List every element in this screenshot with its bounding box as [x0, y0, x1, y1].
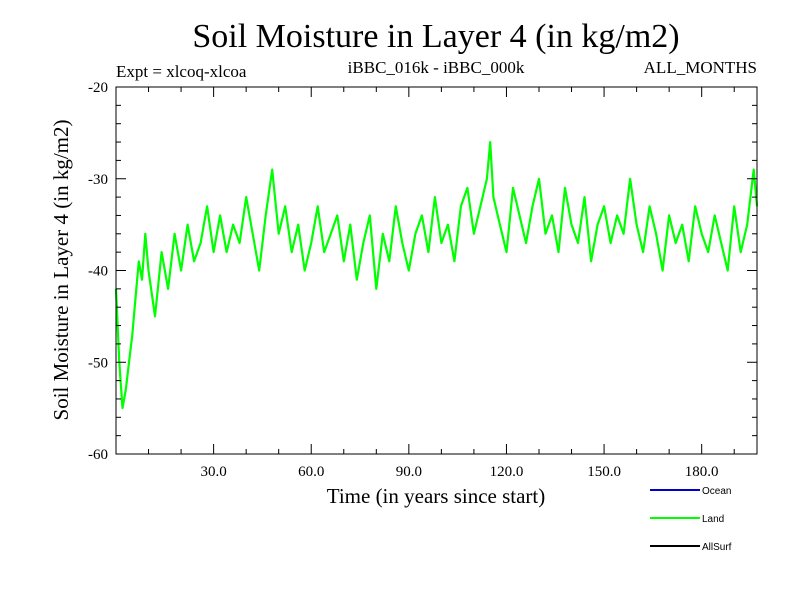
x-tick-label: 30.0 [200, 464, 226, 480]
plot-area [114, 141, 759, 410]
x-tick-label: 60.0 [298, 464, 324, 480]
x-tick-label: 180.0 [685, 464, 719, 480]
chart-subtitle-center: iBBC_016k - iBBC_000k [348, 58, 525, 77]
x-tick-label: 90.0 [396, 464, 422, 480]
x-axis-label: Time (in years since start) [327, 484, 546, 508]
legend-ocean-label: Ocean [702, 486, 731, 497]
series-line-land [114, 141, 759, 410]
chart-title: Soil Moisture in Layer 4 (in kg/m2) [192, 18, 679, 55]
y-tick-label: -40 [88, 264, 108, 280]
y-axis-label: Soil Moisture in Layer 4 (in kg/m2) [49, 120, 73, 421]
plot-frame [115, 86, 758, 455]
axes: 30.0 60.0 90.0 120.0 150.0 180.0 -20 -30 -40 -50 -… [88, 80, 757, 480]
legend: Ocean Land AllSurf [650, 486, 732, 553]
legend-allsurf-label: AllSurf [702, 542, 732, 553]
y-tick-label: -60 [88, 447, 108, 463]
x-tick-label: 150.0 [587, 464, 621, 480]
y-tick-label: -30 [88, 172, 108, 188]
legend-land-label: Land [702, 514, 724, 525]
x-tick-label: 120.0 [490, 464, 524, 480]
y-tick-label: -20 [88, 80, 108, 96]
y-tick-label: -50 [88, 355, 108, 371]
chart-subtitle-right: ALL_MONTHS [644, 58, 757, 77]
chart-subtitle-left: Expt = xlcoq-xlcoa [116, 62, 247, 81]
